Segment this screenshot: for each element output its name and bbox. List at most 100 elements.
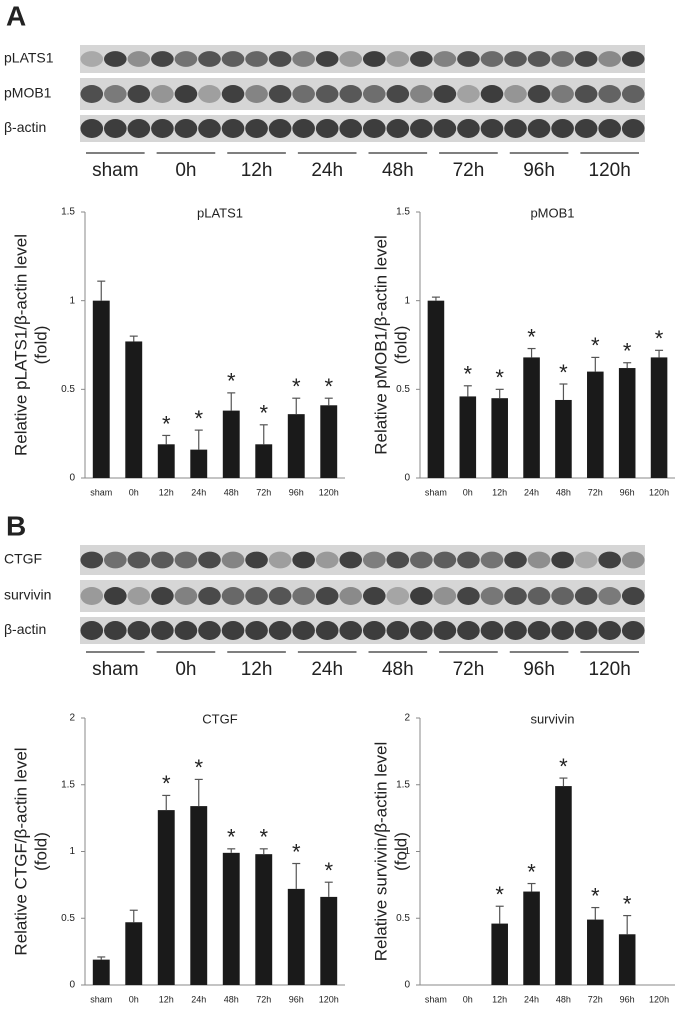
blot-row-label: β-actin <box>4 119 46 135</box>
x-tick-label: 24h <box>524 487 539 497</box>
y-tick-label: 0 <box>404 473 410 484</box>
blot-band <box>198 85 221 103</box>
y-axis-label: (fold) <box>391 326 410 365</box>
x-tick-label: 72h <box>588 994 603 1004</box>
y-tick-label: 1.5 <box>61 207 75 218</box>
blot-band <box>598 621 621 640</box>
x-tick-label: sham <box>90 487 112 497</box>
significance-marker: * <box>292 374 301 399</box>
significance-marker: * <box>194 755 203 780</box>
blot-band <box>292 587 315 605</box>
blot-band <box>598 587 621 605</box>
blot-band <box>339 587 363 605</box>
blot-band <box>504 51 527 67</box>
bar <box>222 852 240 985</box>
blot-band <box>268 587 292 605</box>
blot-band <box>221 621 245 640</box>
x-tick-label: 96h <box>289 487 304 497</box>
blot-band <box>574 51 598 67</box>
x-tick-label: 120h <box>319 994 339 1004</box>
blot-band <box>574 85 598 103</box>
blot-band <box>268 85 292 103</box>
blot-band <box>621 51 645 67</box>
blot-band <box>104 551 127 569</box>
blot-band <box>151 51 174 67</box>
blot-band <box>410 85 433 103</box>
blot-band <box>245 621 268 640</box>
x-tick-label: 0h <box>129 994 139 1004</box>
y-tick-label: 0.5 <box>396 913 410 924</box>
blot-band <box>198 51 221 67</box>
lane-label: 0h <box>175 659 196 680</box>
blot-band <box>598 85 621 103</box>
blot-background <box>80 115 645 142</box>
significance-marker: * <box>292 839 301 864</box>
blot-band <box>151 119 174 138</box>
blot-band <box>151 587 174 605</box>
lane-label: 24h <box>311 160 343 181</box>
x-tick-label: 48h <box>224 994 239 1004</box>
blot-band <box>433 621 457 640</box>
blot-band <box>127 119 151 138</box>
blot-band <box>104 621 127 640</box>
bar <box>320 405 338 478</box>
y-tick-label: 1.5 <box>61 779 75 790</box>
blot-band <box>221 85 245 103</box>
panel-label: A <box>6 0 26 31</box>
blot-band <box>80 51 104 67</box>
blot-band <box>410 551 433 569</box>
blot-band <box>527 621 551 640</box>
x-tick-label: 120h <box>649 994 669 1004</box>
blot-band <box>598 51 621 67</box>
blot-band <box>339 551 363 569</box>
lane-label: 12h <box>241 659 273 680</box>
blot-row-label: pMOB1 <box>4 85 52 101</box>
blot-band <box>198 587 221 605</box>
lane-label: 12h <box>241 160 273 181</box>
bar <box>523 891 540 985</box>
y-axis-label: Relative pLATS1/β-actin level <box>11 234 30 456</box>
blot-background <box>80 78 645 110</box>
blot-band <box>551 551 574 569</box>
x-tick-label: 12h <box>159 994 174 1004</box>
x-tick-label: 96h <box>620 487 635 497</box>
blot-band <box>433 587 457 605</box>
blot-band <box>127 621 151 640</box>
blot-band <box>362 551 386 569</box>
blot-band <box>315 587 339 605</box>
blot-background <box>80 580 645 612</box>
significance-marker: * <box>259 825 268 850</box>
bar <box>523 357 540 478</box>
blot-band <box>410 119 433 138</box>
x-tick-label: 12h <box>492 994 507 1004</box>
blot-band <box>80 551 104 569</box>
blot-band <box>245 587 268 605</box>
blot-band <box>433 119 457 138</box>
blot-band <box>174 119 198 138</box>
blot-band <box>504 119 527 138</box>
blot-band <box>386 85 410 103</box>
y-axis-label: Relative CTGF/β-actin level <box>11 747 30 955</box>
lane-label: 24h <box>311 659 343 680</box>
x-tick-label: 96h <box>620 994 635 1004</box>
bar <box>587 371 604 478</box>
blot-band <box>433 551 457 569</box>
significance-marker: * <box>495 882 504 907</box>
significance-marker: * <box>227 369 236 394</box>
lane-label: 0h <box>175 160 196 181</box>
blot-band <box>315 551 339 569</box>
blot-band <box>268 51 292 67</box>
blot-band <box>127 587 151 605</box>
y-tick-label: 0 <box>404 980 410 991</box>
blot-band <box>315 119 339 138</box>
blot-band <box>457 621 480 640</box>
bar <box>255 444 273 478</box>
bar <box>491 923 508 985</box>
blot-band <box>221 119 245 138</box>
blot-row-label: survivin <box>4 587 51 603</box>
blot-band <box>292 51 315 67</box>
y-tick-label: 1 <box>404 846 410 857</box>
blot-band <box>527 85 551 103</box>
x-tick-label: 72h <box>588 487 603 497</box>
